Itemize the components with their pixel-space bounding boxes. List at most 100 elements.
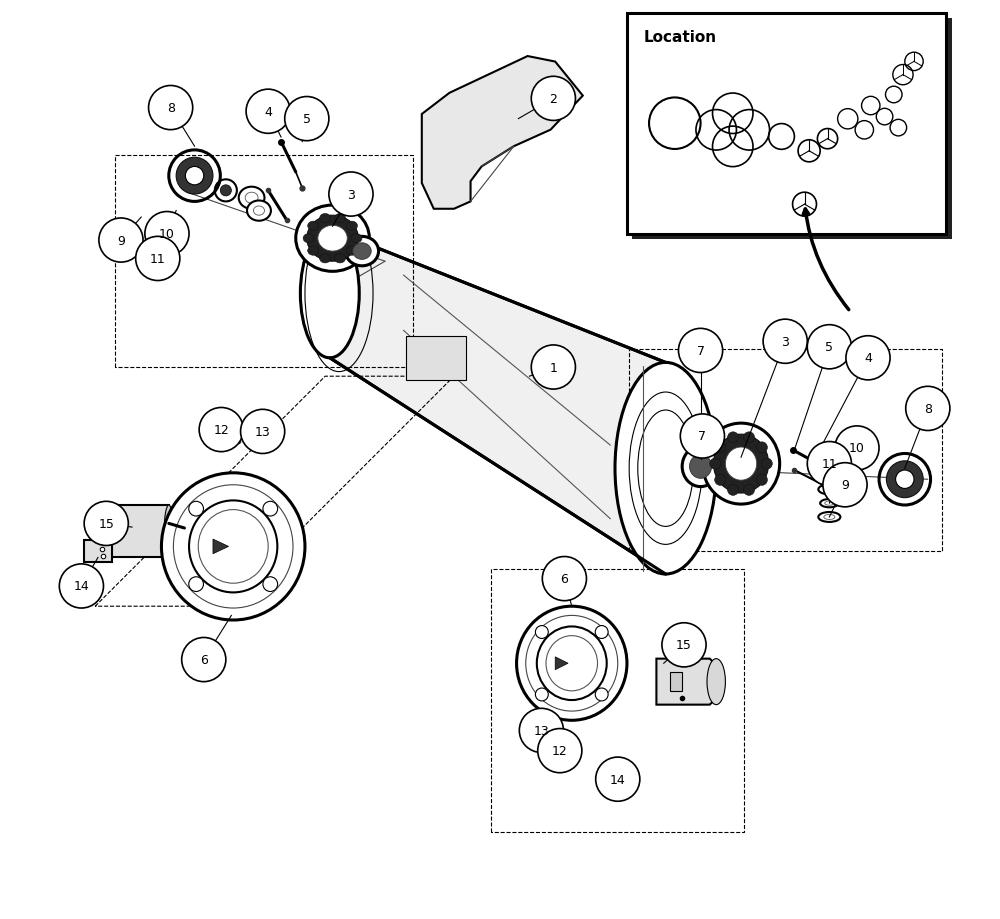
Ellipse shape [713,435,769,494]
Ellipse shape [519,709,563,753]
Ellipse shape [690,455,712,479]
Polygon shape [656,659,716,705]
Text: 13: 13 [534,724,549,737]
Text: 3: 3 [781,335,789,348]
Ellipse shape [807,442,851,486]
Ellipse shape [318,226,347,252]
Text: 13: 13 [255,425,271,438]
Ellipse shape [835,426,879,471]
Ellipse shape [531,346,575,390]
Polygon shape [406,336,466,380]
Text: 12: 12 [552,744,568,757]
Ellipse shape [285,97,329,142]
Ellipse shape [535,626,548,639]
Ellipse shape [595,626,608,639]
Polygon shape [84,540,112,562]
Ellipse shape [329,173,373,217]
Ellipse shape [818,513,840,522]
Ellipse shape [346,247,357,256]
Ellipse shape [756,442,767,453]
Ellipse shape [351,234,362,244]
Ellipse shape [886,461,923,498]
Ellipse shape [99,219,143,263]
Text: 5: 5 [303,113,311,126]
Text: 6: 6 [200,653,208,666]
Text: 8: 8 [924,403,932,415]
Ellipse shape [823,463,867,507]
Ellipse shape [263,502,278,516]
Ellipse shape [710,459,721,470]
Ellipse shape [263,577,278,592]
Ellipse shape [239,187,264,210]
Ellipse shape [595,688,608,701]
Polygon shape [422,57,583,210]
Ellipse shape [678,329,723,373]
Text: 3: 3 [347,188,355,201]
Ellipse shape [680,414,724,459]
Ellipse shape [247,201,271,221]
Polygon shape [106,505,169,557]
Text: 11: 11 [821,458,837,471]
Text: 1: 1 [549,361,557,374]
Text: 9: 9 [117,234,125,247]
Ellipse shape [743,485,755,496]
Text: Location: Location [644,30,717,45]
Text: 14: 14 [610,773,626,786]
Ellipse shape [682,447,719,487]
Text: 6: 6 [560,573,568,585]
Polygon shape [555,657,568,670]
Ellipse shape [345,237,379,267]
Ellipse shape [246,90,290,134]
Ellipse shape [763,320,807,364]
Ellipse shape [715,442,726,453]
Ellipse shape [596,757,640,801]
Ellipse shape [307,216,358,262]
Ellipse shape [702,424,780,505]
Ellipse shape [59,564,103,608]
Ellipse shape [189,502,203,516]
Ellipse shape [353,244,371,260]
Text: 12: 12 [213,424,229,437]
Ellipse shape [244,422,255,433]
Ellipse shape [818,485,840,494]
Ellipse shape [707,659,725,705]
Ellipse shape [761,459,772,470]
Ellipse shape [296,206,369,272]
Ellipse shape [542,557,586,601]
Ellipse shape [728,432,739,443]
Ellipse shape [615,363,716,574]
Ellipse shape [241,410,285,454]
Ellipse shape [906,387,950,431]
Ellipse shape [346,221,357,231]
Ellipse shape [185,167,204,186]
Text: 14: 14 [74,580,89,593]
Polygon shape [213,539,229,554]
Polygon shape [670,673,682,691]
Ellipse shape [176,158,213,195]
Ellipse shape [538,733,545,741]
Ellipse shape [161,473,305,620]
Text: 10: 10 [159,228,175,241]
Ellipse shape [662,623,706,667]
Ellipse shape [334,255,345,264]
Ellipse shape [896,471,914,489]
Ellipse shape [728,485,739,496]
Ellipse shape [308,221,319,231]
Ellipse shape [820,499,839,507]
Ellipse shape [182,638,226,682]
Ellipse shape [538,729,582,773]
Ellipse shape [531,77,575,121]
Ellipse shape [303,234,314,244]
Bar [632,19,952,240]
Text: 7: 7 [697,345,705,357]
Ellipse shape [547,717,560,730]
Text: 15: 15 [676,639,692,652]
Ellipse shape [164,505,173,557]
Text: 9: 9 [841,479,849,492]
Ellipse shape [535,688,548,701]
Ellipse shape [149,86,193,130]
Ellipse shape [743,432,755,443]
Polygon shape [330,230,666,574]
Text: 8: 8 [167,102,175,115]
Ellipse shape [84,502,128,546]
